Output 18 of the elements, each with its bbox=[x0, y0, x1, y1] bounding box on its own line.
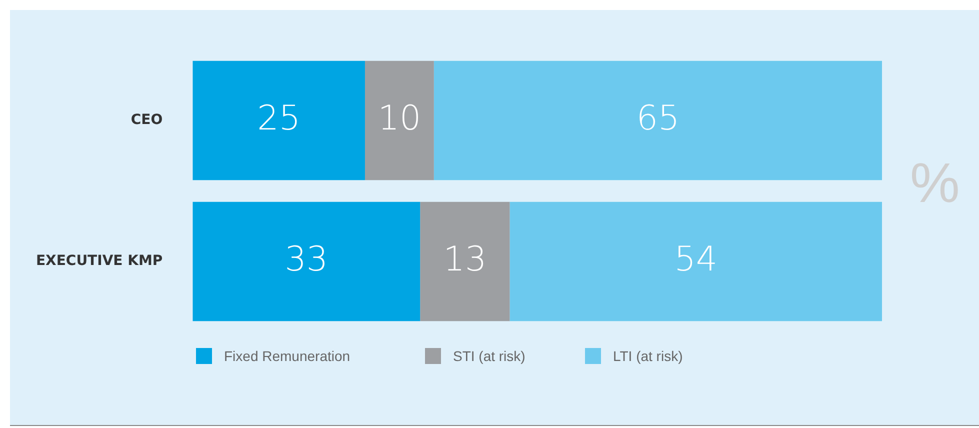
y-tick-label: CEO bbox=[130, 112, 163, 128]
data-label: 33 bbox=[284, 239, 328, 280]
legend-label: LTI (at risk) bbox=[613, 348, 683, 364]
data-label: 65 bbox=[636, 98, 680, 138]
legend-label: Fixed Remuneration bbox=[224, 348, 350, 364]
data-label: 54 bbox=[674, 239, 718, 280]
data-label: 10 bbox=[378, 98, 422, 138]
bar bbox=[364, 60, 434, 180]
bar bbox=[420, 202, 510, 322]
legend-label: STI (at risk) bbox=[453, 348, 526, 364]
data-label: 13 bbox=[443, 239, 487, 280]
bar bbox=[510, 202, 882, 322]
data-label: 25 bbox=[257, 98, 300, 138]
text: % bbox=[910, 150, 960, 215]
bar bbox=[434, 60, 882, 180]
bar bbox=[192, 60, 365, 180]
bar bbox=[192, 202, 420, 322]
y-tick-label: EXECUTIVE KMP bbox=[36, 253, 163, 270]
